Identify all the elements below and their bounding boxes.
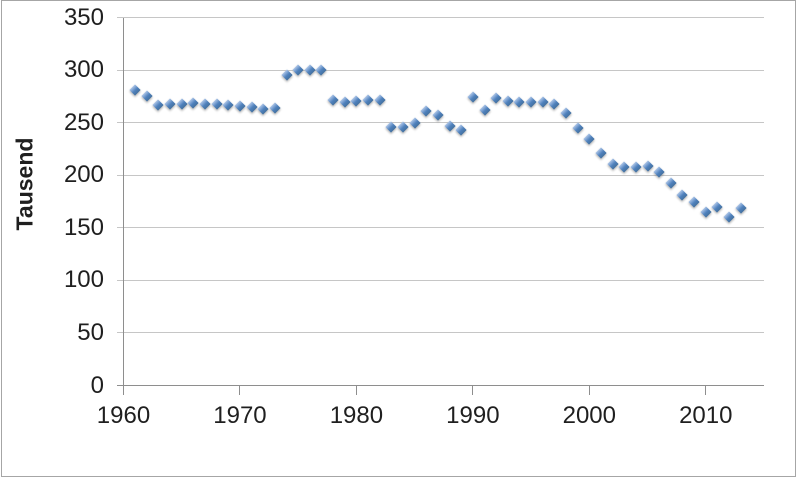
x-tick-label: 2000 xyxy=(562,402,616,429)
y-tick-label: 200 xyxy=(63,161,104,189)
x-axis-line xyxy=(116,385,764,386)
x-tick-label: 1990 xyxy=(446,402,500,429)
x-tick-label: 2010 xyxy=(679,402,733,429)
x-axis-tick xyxy=(355,385,357,395)
x-tick-label: 1980 xyxy=(329,402,384,429)
y-tick-label: 250 xyxy=(63,108,104,136)
gridline xyxy=(116,69,764,71)
y-axis-line xyxy=(123,17,124,394)
x-axis-tick xyxy=(239,385,241,395)
y-tick-label: 50 xyxy=(77,318,104,346)
x-tick-label: 1970 xyxy=(213,402,267,429)
x-tick-label: 1960 xyxy=(96,402,151,429)
y-tick-label: 150 xyxy=(63,213,104,241)
gridline xyxy=(116,174,764,176)
x-axis-tick xyxy=(705,385,707,395)
x-axis-tick xyxy=(588,385,590,395)
gridline xyxy=(116,122,764,124)
y-tick-label: 100 xyxy=(63,266,104,294)
y-tick-label: 300 xyxy=(63,56,104,84)
y-tick-label: 0 xyxy=(90,371,104,399)
gridline xyxy=(116,332,764,334)
gridline xyxy=(116,17,764,18)
gridline xyxy=(116,279,764,281)
x-axis-tick xyxy=(472,385,474,395)
chart-frame xyxy=(1,0,796,477)
y-tick-label: 350 xyxy=(63,3,104,31)
x-axis-tick xyxy=(123,385,124,395)
gridline xyxy=(116,227,764,229)
